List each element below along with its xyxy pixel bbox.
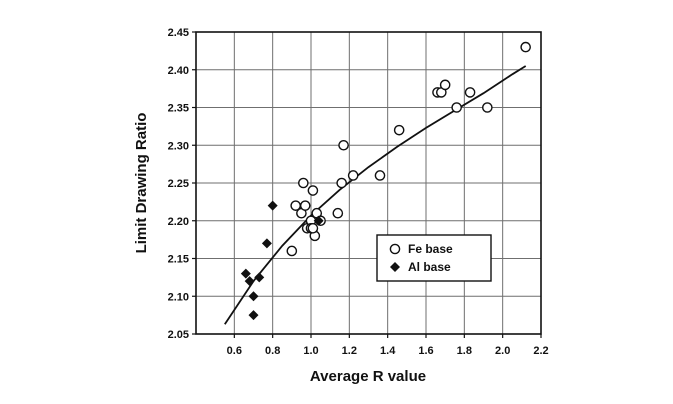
y-tick-label: 2.25 [168, 178, 189, 190]
fe-base-point [298, 177, 309, 189]
fe-base-point [451, 102, 462, 113]
y-tick-label: 2.30 [168, 140, 189, 152]
legend-fe-label: Fe base [408, 242, 453, 256]
legend-al-label: Al base [408, 260, 451, 274]
fe-base-point [520, 41, 531, 53]
al-base-point [254, 272, 265, 283]
fe-base-point [439, 79, 451, 91]
trend-line [224, 65, 527, 325]
legend: Fe base Al base [376, 234, 492, 282]
legend-box [376, 234, 492, 282]
x-tick-label: 1.4 [380, 345, 396, 357]
legend-al-marker [390, 262, 400, 272]
al-base-point [240, 268, 251, 279]
y-tick-label: 2.40 [168, 65, 189, 77]
y-tick-label: 2.05 [168, 329, 189, 341]
al-base-point [313, 215, 324, 226]
al-base-point [267, 200, 278, 211]
x-tick-label: 1.8 [457, 345, 472, 357]
y-tick-label: 2.35 [168, 103, 189, 115]
y-tick-label: 2.15 [168, 254, 189, 266]
fe-base-point [347, 170, 359, 181]
legend-fe-marker [389, 243, 401, 255]
fe-base-point [332, 207, 344, 219]
x-tick-label: 0.8 [265, 345, 280, 357]
x-tick-label: 2.2 [533, 345, 548, 357]
x-tick-label: 2.0 [495, 345, 510, 357]
tick-labels: 0.6 0.8 1.0 1.2 1.4 1.6 1.8 2.0 2.2 2.05 2.10 2.15 2… [168, 27, 549, 357]
al-base-point [261, 238, 272, 249]
y-tick-label: 2.45 [168, 27, 189, 39]
y-axis-title: Limit Drawing Ratio [133, 113, 150, 254]
fe-base-point [464, 87, 476, 98]
x-axis-title: Average R value [310, 368, 426, 385]
x-tick-label: 0.6 [227, 345, 242, 357]
fe-base-point [307, 185, 319, 196]
fe-base-point [307, 222, 319, 234]
fe-base-point [286, 245, 298, 257]
fe-base-point [338, 139, 349, 151]
al-base-point [248, 310, 259, 321]
al-base-point [244, 276, 255, 287]
fe-base-point [393, 124, 405, 136]
fe-base-point [374, 170, 386, 181]
fe-base-point [299, 200, 311, 211]
x-tick-label: 1.0 [303, 345, 318, 357]
trend-curve [224, 65, 527, 325]
x-tick-label: 1.2 [342, 345, 357, 357]
al-base-point [248, 291, 259, 302]
fe-base-point [336, 177, 347, 189]
y-tick-label: 2.20 [168, 216, 189, 228]
y-tick-label: 2.10 [168, 291, 189, 303]
x-tick-label: 1.6 [418, 345, 433, 357]
data-points [240, 41, 531, 321]
fe-base-point [482, 102, 493, 113]
